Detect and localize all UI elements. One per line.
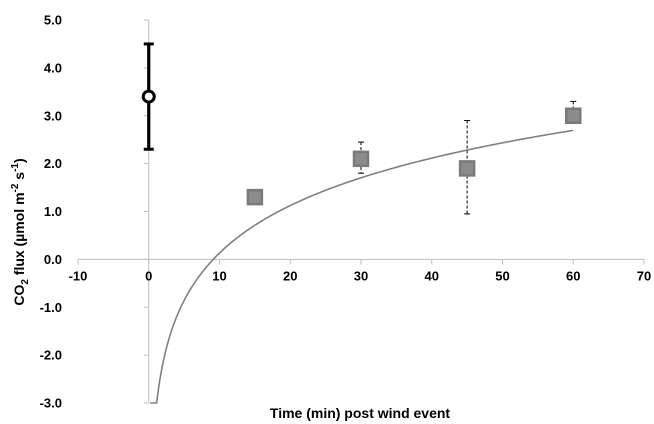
ylabel-between: s: [11, 172, 27, 184]
ylabel-sub: 2: [20, 279, 31, 285]
x-tick-label: 40: [425, 268, 439, 283]
y-tick-label: 4.0: [44, 60, 62, 75]
ylabel-sup2: -1: [10, 163, 21, 172]
y-tick-label: -1.0: [40, 300, 62, 315]
y-tick-label: 3.0: [44, 108, 62, 123]
trendline-layer: [150, 129, 574, 404]
x-tick-label: 20: [283, 268, 297, 283]
y-tick-label: 2.0: [44, 156, 62, 171]
y-tick-label: 5.0: [44, 13, 62, 28]
ylabel-sup1: -2: [10, 183, 21, 192]
data-point-square: [352, 150, 370, 168]
axes: -3.0 -2.0 -1.0 0.0 1.0 2.0 3.0 4.0 5.0 -10 0 10 20 30…: [40, 13, 652, 411]
svg-text:CO2 flux (µmol m-2 s-1): CO2 flux (µmol m-2 s-1): [10, 158, 31, 305]
x-tick-label: 30: [354, 268, 368, 283]
x-axis-title: Time (min) post wind event: [270, 405, 451, 421]
error-bars: [143, 42, 577, 215]
y-tick-label: -2.0: [40, 348, 62, 363]
data-point-circle: [141, 89, 156, 104]
x-tick-label: 10: [212, 268, 226, 283]
ylabel-prefix: CO: [11, 285, 27, 306]
data-point-square: [458, 160, 476, 177]
data-point-square: [565, 107, 582, 124]
data-point-square: [246, 188, 264, 206]
x-tick-label: 70: [637, 268, 651, 283]
data-points: [141, 89, 582, 206]
y-tick-label: -3.0: [40, 396, 62, 411]
y-tick-label: 0.0: [44, 252, 62, 267]
ylabel-suffix: ): [11, 158, 27, 163]
x-tick-label: 50: [495, 268, 509, 283]
x-tick-label: 0: [145, 268, 152, 283]
x-tick-label: -10: [69, 268, 88, 283]
y-tick-label: 1.0: [44, 204, 62, 219]
x-tick-label: 60: [566, 268, 580, 283]
y-axis-title: CO2 flux (µmol m-2 s-1): [10, 158, 31, 305]
trendline: [150, 129, 574, 404]
ylabel-middle: flux (µmol m: [11, 192, 27, 279]
